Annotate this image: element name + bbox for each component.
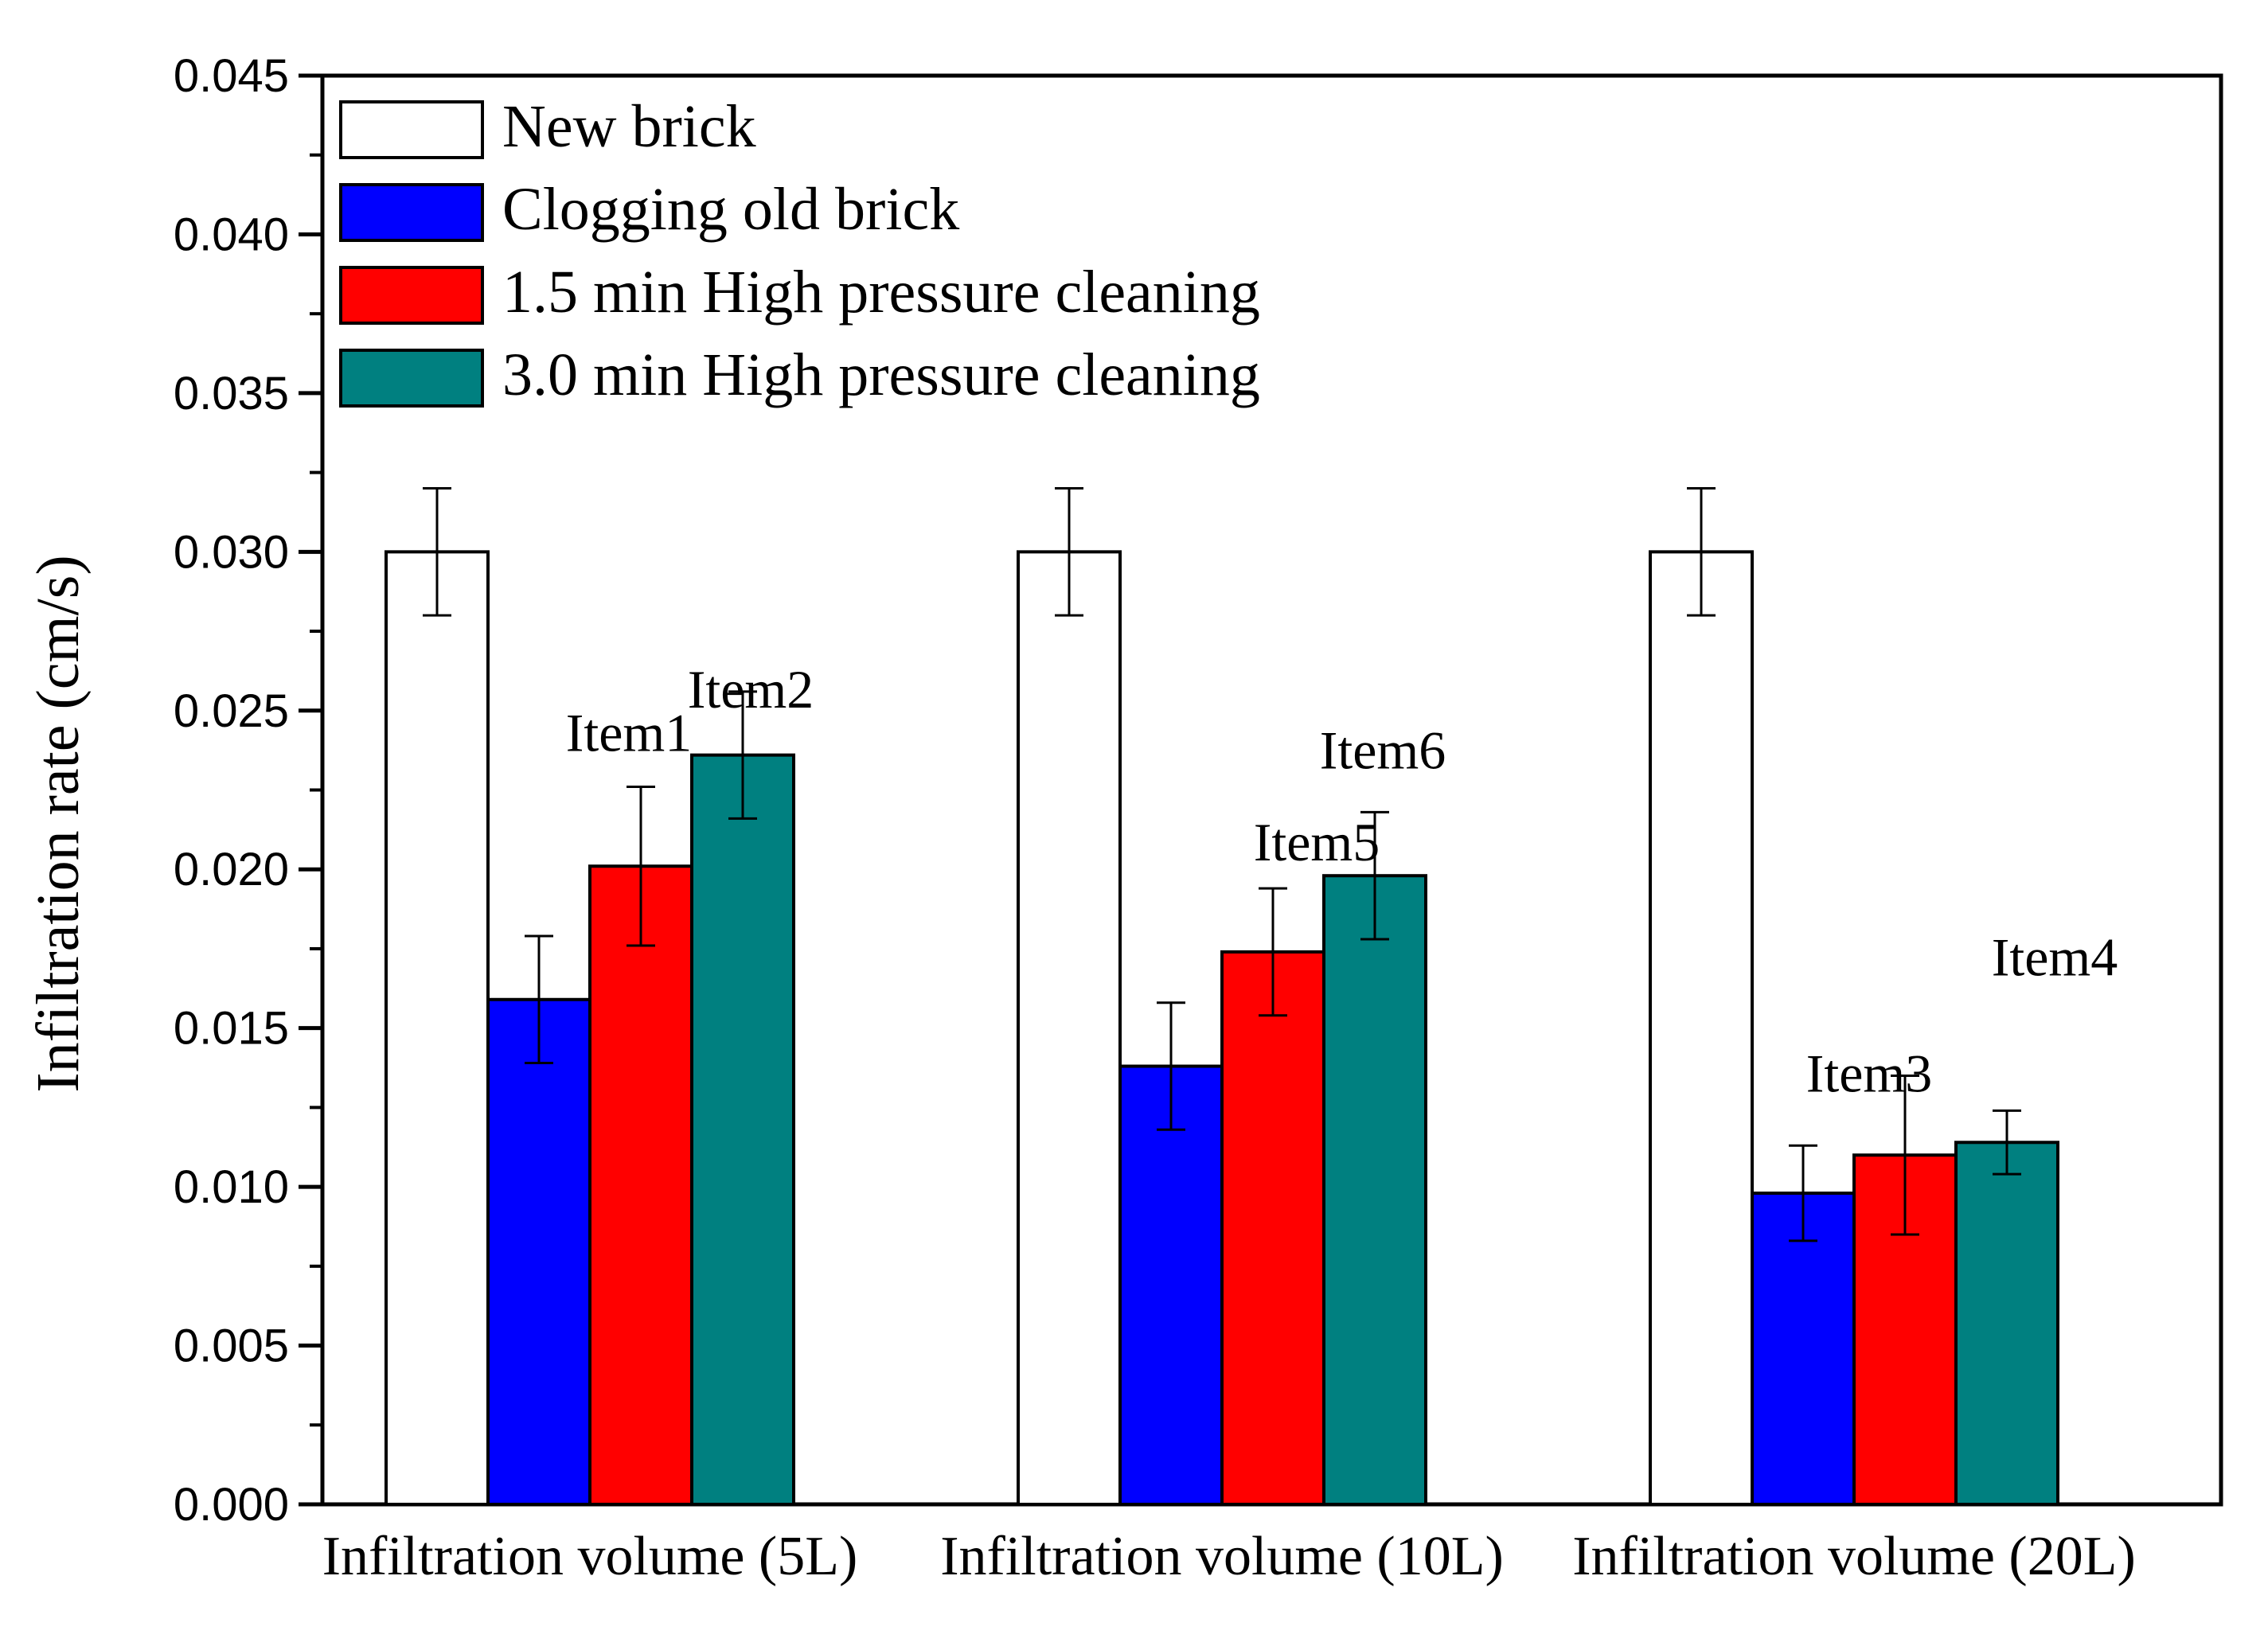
x-tick-label: Infiltration volume (20L) xyxy=(1572,1526,2136,1587)
y-tick-label: 0.045 xyxy=(174,50,289,102)
y-tick-label: 0.040 xyxy=(174,209,289,260)
x-tick-label: Infiltration volume (10L) xyxy=(940,1526,1504,1587)
bars-layer xyxy=(385,487,2059,1507)
bar xyxy=(1017,550,1122,1506)
bar xyxy=(486,997,591,1507)
y-axis-label: Infiltration rate (cm/s) xyxy=(25,555,92,1092)
x-tick-label: Infiltration volume (5L) xyxy=(322,1526,858,1587)
bar xyxy=(690,753,795,1506)
annotation-label: Item3 xyxy=(1806,1043,1933,1104)
bar xyxy=(1751,1192,1856,1506)
y-tick-label: 0.020 xyxy=(174,844,289,895)
bar xyxy=(1220,950,1325,1506)
annotation-label: Item5 xyxy=(1254,812,1380,872)
legend-label: Clogging old brick xyxy=(502,176,959,243)
labels-layer: 0.000 0.005 0.010 0.015 0.020 0.025 0.030 0.035… xyxy=(174,50,2136,1587)
legend-label: New brick xyxy=(502,93,756,160)
legend-label: 1.5 min High pressure cleaning xyxy=(502,259,1260,326)
bar xyxy=(385,550,490,1506)
y-tick-label: 0.005 xyxy=(174,1320,289,1372)
annotation-label: Item1 xyxy=(566,703,693,763)
bar xyxy=(1322,874,1427,1506)
bar xyxy=(1954,1141,2059,1507)
y-tick-label: 0.025 xyxy=(174,685,289,737)
bar xyxy=(588,864,693,1506)
bar xyxy=(1118,1064,1224,1506)
legend-swatch xyxy=(339,349,484,408)
y-tick-label: 0.000 xyxy=(174,1479,289,1531)
legend: New brick Clogging old brick 1.5 min High … xyxy=(339,93,1260,408)
annotation-label: Item6 xyxy=(1320,720,1446,780)
legend-swatch xyxy=(339,266,484,325)
y-tick-label: 0.010 xyxy=(174,1161,289,1213)
legend-swatch xyxy=(339,100,484,159)
legend-label: 3.0 min High pressure cleaning xyxy=(502,341,1260,408)
legend-swatch xyxy=(339,183,484,242)
annotation-label: Item4 xyxy=(1992,926,2118,987)
bar xyxy=(1649,550,1754,1506)
y-tick-label: 0.035 xyxy=(174,368,289,419)
annotation-label: Item2 xyxy=(688,659,814,720)
y-tick-label: 0.015 xyxy=(174,1003,289,1055)
y-tick-label: 0.030 xyxy=(174,526,289,578)
